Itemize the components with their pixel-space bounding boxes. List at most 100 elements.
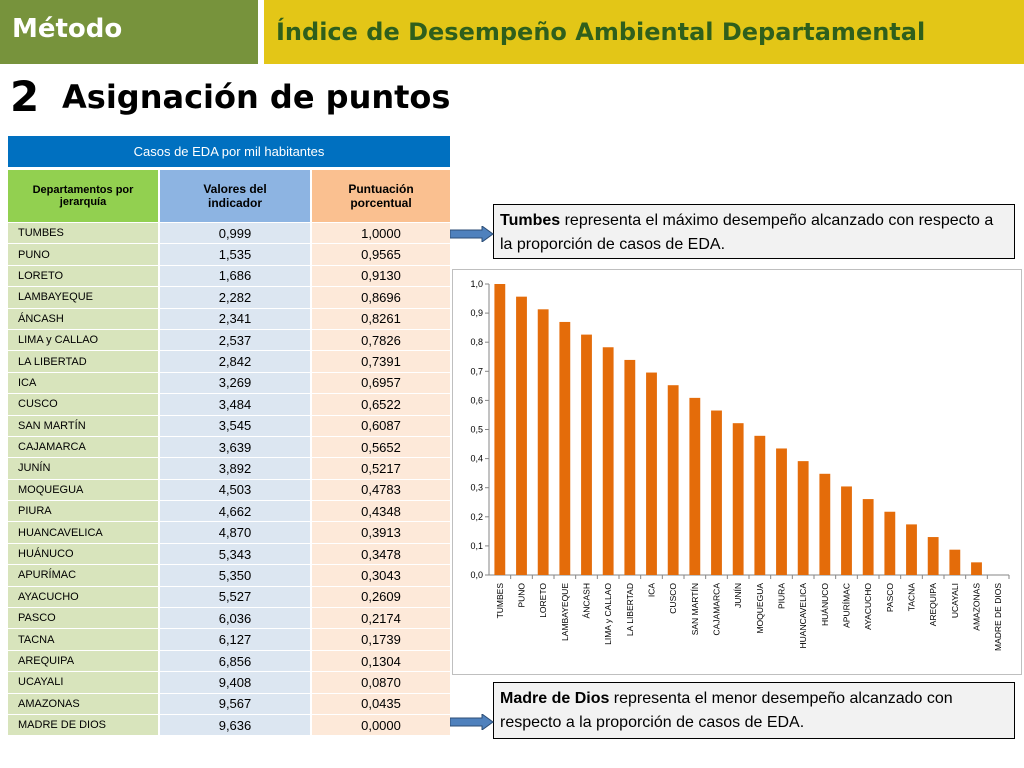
- chart-bar: [624, 359, 636, 575]
- table-row: PUNO 1,535 0,9565: [8, 243, 452, 265]
- x-tick-label: JUNÍN: [733, 583, 743, 608]
- cell-department: MOQUEGUA: [8, 479, 160, 501]
- cell-score: 0,5217: [312, 458, 452, 479]
- cell-value: 3,484: [160, 394, 312, 415]
- y-tick-label: 0,5: [470, 425, 483, 435]
- y-tick-label: 0,8: [470, 337, 483, 347]
- x-tick-label: SAN MARTÍN: [690, 583, 700, 635]
- table-row: ÁNCASH 2,341 0,8261: [8, 307, 452, 329]
- table-row: LAMBAYEQUE 2,282 0,8696: [8, 286, 452, 308]
- cell-value: 3,545: [160, 415, 312, 436]
- x-tick-label: TUMBES: [495, 583, 505, 619]
- table-row: HUANCAVELICA 4,870 0,3913: [8, 521, 452, 543]
- cell-department: HUÁNUCO: [8, 543, 160, 565]
- x-tick-label: LORETO: [538, 583, 548, 618]
- x-tick-label: AMAZONAS: [972, 583, 982, 631]
- chart-bar: [776, 448, 787, 575]
- table-row: TUMBES 0,999 1,0000: [8, 222, 452, 244]
- table-row: HUÁNUCO 5,343 0,3478: [8, 542, 452, 565]
- chart-bar: [906, 524, 917, 575]
- chart-bar: [927, 537, 939, 575]
- cell-value: 2,282: [160, 287, 312, 308]
- callout-max-bold: Tumbes: [500, 212, 561, 229]
- table-row: AMAZONAS 9,567 0,0435: [8, 692, 452, 714]
- cell-score: 1,0000: [312, 223, 452, 244]
- table-row: AREQUIPA 6,856 0,1304: [8, 649, 452, 672]
- cell-score: 0,7391: [312, 351, 452, 372]
- chart-bar: [646, 372, 657, 575]
- cell-value: 2,537: [160, 329, 312, 351]
- chart-bar: [732, 423, 744, 575]
- cell-score: 0,0435: [312, 693, 452, 714]
- cell-value: 4,662: [160, 501, 312, 522]
- cell-value: 1,686: [160, 265, 312, 287]
- bar-chart: 0,0 0,1 0,2 0,3 0,4 0,5 0,6 0,7 0,8 0,9 1,0 TUMBES P…: [470, 279, 1010, 651]
- cell-value: 0,999: [160, 223, 312, 244]
- chart-container: 0,0 0,1 0,2 0,3 0,4 0,5 0,6 0,7 0,8 0,9 1,0 TUMBES P…: [452, 269, 1022, 675]
- chart-bar: [689, 397, 701, 575]
- table-header-row: Departamentos por jerarquía Valores del …: [8, 170, 452, 222]
- cell-department: JUNÍN: [8, 458, 160, 479]
- x-tick-label: PUNO: [517, 583, 527, 608]
- y-tick-label: 0,3: [470, 483, 483, 493]
- cell-department: TUMBES: [8, 223, 160, 244]
- title-header: Índice de Desempeño Ambiental Departamen…: [264, 0, 1024, 64]
- chart-bar: [602, 347, 614, 575]
- cell-department: PIURA: [8, 501, 160, 522]
- chart-bar: [667, 385, 679, 575]
- cell-score: 0,3043: [312, 565, 452, 586]
- step-title: Asignación de puntos: [62, 78, 451, 116]
- table-row: ICA 3,269 0,6957: [8, 371, 452, 394]
- chart-bar: [754, 435, 766, 575]
- callout-max: Tumbes representa el máximo desempeño al…: [493, 204, 1015, 259]
- cell-department: CUSCO: [8, 394, 160, 415]
- x-tick-label: ÁNCASH: [582, 583, 592, 618]
- indicator-table: Casos de EDA por mil habitantes Departam…: [8, 136, 452, 736]
- cell-score: 0,6957: [312, 372, 452, 394]
- cell-score: 0,1739: [312, 629, 452, 650]
- x-tick-label: AYACUCHO: [863, 583, 873, 630]
- cell-department: AREQUIPA: [8, 650, 160, 672]
- x-tick-label: LIMA y CALLAO: [603, 583, 613, 645]
- cell-score: 0,7826: [312, 329, 452, 351]
- x-tick-label: LAMBAYEQUE: [560, 583, 570, 641]
- x-tick-label: LA LIBERTAD: [625, 583, 635, 636]
- cell-value: 5,350: [160, 565, 312, 586]
- x-tick-label: MOQUEGUA: [755, 583, 765, 634]
- cell-score: 0,3478: [312, 543, 452, 565]
- y-tick-label: 0,1: [470, 541, 483, 551]
- cell-department: LA LIBERTAD: [8, 351, 160, 372]
- x-tick-label: CAJAMARCA: [712, 583, 722, 636]
- chart-bar: [581, 334, 592, 575]
- y-tick-label: 0,7: [470, 366, 483, 376]
- table-title: Casos de EDA por mil habitantes: [8, 136, 452, 167]
- page-title: Índice de Desempeño Ambiental Departamen…: [276, 18, 926, 46]
- x-tick-label: CUSCO: [668, 583, 678, 614]
- cell-value: 5,527: [160, 586, 312, 608]
- cell-score: 0,5652: [312, 436, 452, 458]
- y-tick-label: 1,0: [470, 279, 483, 289]
- cell-department: LIMA y CALLAO: [8, 329, 160, 351]
- chart-bar: [862, 499, 874, 575]
- step-number: 2: [10, 72, 40, 121]
- table-row: TACNA 6,127 0,1739: [8, 628, 452, 650]
- cell-value: 3,892: [160, 458, 312, 479]
- x-tick-label: ICA: [647, 583, 657, 598]
- table-row: LA LIBERTAD 2,842 0,7391: [8, 350, 452, 372]
- chart-bar: [711, 410, 722, 575]
- cell-value: 3,639: [160, 436, 312, 458]
- callout-max-text: representa el máximo desempeño alcanzado…: [500, 212, 994, 253]
- cell-score: 0,9565: [312, 244, 452, 265]
- cell-score: 0,0000: [312, 714, 452, 736]
- cell-department: UCAYALI: [8, 672, 160, 693]
- table-row: SAN MARTÍN 3,545 0,6087: [8, 414, 452, 436]
- cell-value: 6,036: [160, 608, 312, 629]
- cell-department: ICA: [8, 372, 160, 394]
- chart-bar: [884, 511, 896, 575]
- y-tick-label: 0,0: [470, 570, 483, 580]
- cell-value: 4,870: [160, 522, 312, 543]
- cell-score: 0,2609: [312, 586, 452, 608]
- x-tick-label: MADRE DE DIOS: [993, 583, 1003, 651]
- cell-score: 0,8261: [312, 308, 452, 329]
- x-tick-label: APURÍMAC: [842, 583, 852, 628]
